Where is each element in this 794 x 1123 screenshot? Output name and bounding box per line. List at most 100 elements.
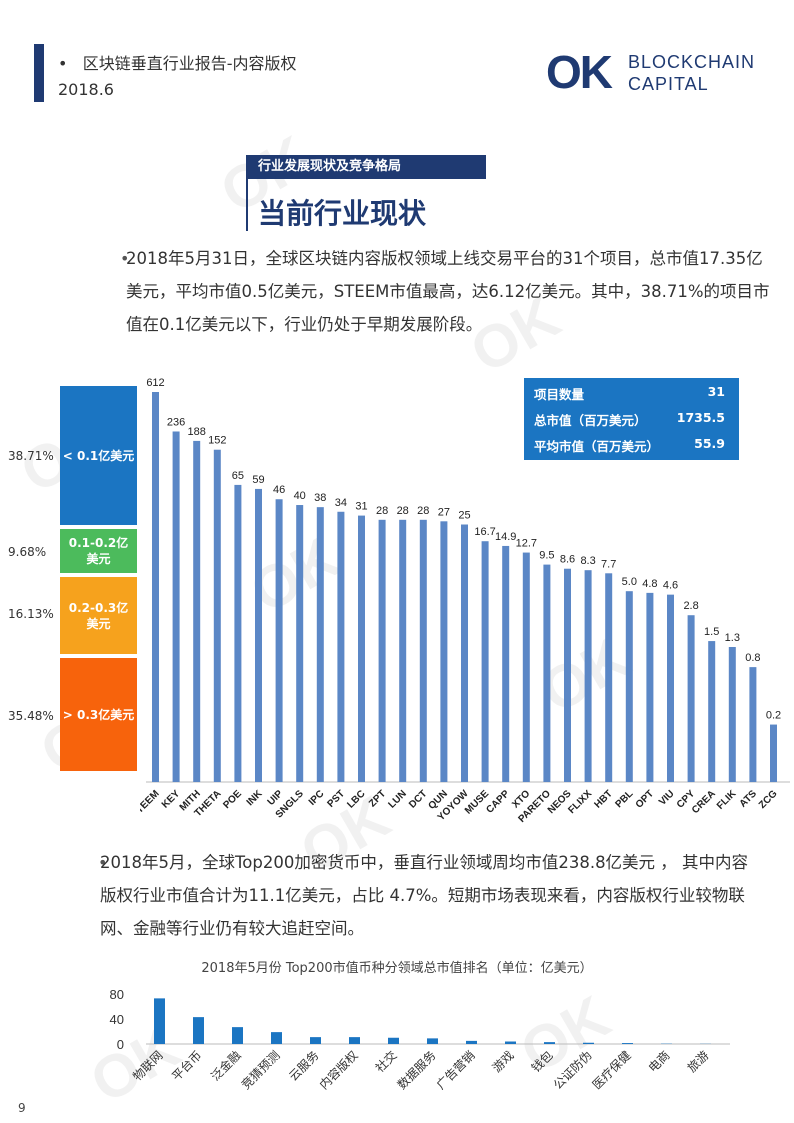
x-tick-label: PBL	[614, 788, 636, 810]
bar	[543, 564, 551, 782]
x-tick-label: MUSE	[463, 788, 491, 816]
y-tick-label: 40	[110, 1012, 124, 1027]
bar	[522, 552, 530, 782]
bar	[154, 998, 165, 1044]
bar	[172, 431, 180, 782]
x-tick-label: ZPT	[367, 788, 388, 809]
bar	[388, 1037, 399, 1044]
x-tick-label: HBT	[593, 788, 615, 810]
bar	[481, 541, 489, 782]
x-tick-label: LUN	[387, 788, 409, 810]
summary-row: 项目数量 31	[534, 384, 725, 403]
x-tick-label: 内容版权	[316, 1048, 361, 1093]
x-tick-label: CAPP	[484, 788, 512, 816]
bar-value-label: 0.2	[766, 710, 781, 722]
x-tick-label: 平台币	[169, 1048, 205, 1084]
bar	[770, 724, 777, 782]
report-title: • 区块链垂直行业报告-内容版权	[58, 50, 296, 74]
segment-0.1-0.2: 0.1-0.2亿美元	[60, 529, 137, 573]
bar	[193, 1017, 204, 1044]
bullet-dot: •	[120, 249, 130, 268]
bar-value-label: 7.7	[601, 558, 616, 570]
bar-value-label: 12.7	[516, 538, 537, 550]
bar	[687, 615, 695, 782]
bar	[728, 647, 736, 782]
bar	[667, 594, 674, 782]
bar	[583, 1042, 594, 1044]
summary-row: 总市值（百万美元） 1735.5	[534, 410, 725, 429]
bar	[349, 1037, 360, 1044]
bar	[564, 568, 571, 782]
segment-pct: 16.13%	[8, 607, 54, 621]
bar	[544, 1042, 555, 1044]
bar	[625, 591, 633, 782]
x-tick-label: DCT	[407, 788, 429, 810]
bar-value-label: 4.6	[663, 580, 678, 592]
bar	[584, 570, 592, 782]
x-tick-label: 公证防伪	[550, 1048, 595, 1093]
bar-value-label: 8.3	[580, 555, 595, 567]
x-tick-label: 旅游	[685, 1048, 712, 1075]
segment-label: < 0.1亿美元	[62, 448, 135, 463]
bar	[275, 499, 283, 782]
bar-value-label: 34	[335, 497, 347, 509]
section-divider	[246, 155, 248, 231]
bar	[337, 511, 345, 782]
x-tick-label: 社交	[372, 1048, 400, 1076]
bar-value-label: 38	[314, 492, 326, 504]
x-tick-label: POE	[221, 788, 244, 811]
x-tick-label: 钱包	[528, 1048, 556, 1076]
bar-value-label: 28	[397, 505, 409, 517]
bar	[296, 505, 304, 782]
report-title-text: 区块链垂直行业报告-内容版权	[82, 54, 297, 73]
bar-value-label: 4.8	[642, 578, 657, 590]
summary-value: 31	[707, 384, 725, 399]
bar	[234, 484, 242, 782]
report-date: 2018.6	[58, 80, 114, 99]
bar	[419, 519, 427, 782]
bar-value-label: 28	[376, 505, 388, 517]
segment-label: > 0.3亿美元	[62, 707, 135, 722]
x-tick-label: PST	[325, 788, 347, 810]
x-tick-label: INK	[245, 788, 266, 809]
x-tick-label: OPT	[634, 788, 656, 810]
summary-label: 项目数量	[534, 387, 585, 402]
section-label: 行业发展现状及竞争格局	[248, 155, 486, 179]
bar-value-label: 40	[294, 490, 306, 502]
x-tick-label: FLIXX	[566, 788, 594, 816]
bar-value-label: 14.9	[495, 531, 516, 543]
y-tick-label: 0	[117, 1037, 124, 1052]
x-tick-label: ATS	[738, 788, 760, 810]
bar	[378, 519, 386, 782]
bar-value-label: 65	[232, 470, 244, 482]
bar-value-label: 59	[252, 474, 264, 486]
bar-value-label: 5.0	[622, 576, 637, 588]
bar	[358, 515, 365, 782]
bar-value-label: 16.7	[474, 526, 495, 538]
x-tick-label: 云服务	[286, 1048, 322, 1084]
bar-value-label: 236	[167, 416, 185, 428]
bar	[502, 545, 510, 782]
bar	[152, 392, 159, 782]
bar	[440, 521, 448, 782]
bar-value-label: 46	[273, 484, 285, 496]
header-accent-bar	[34, 44, 44, 102]
summary-value: 1735.5	[676, 410, 725, 425]
bar	[213, 449, 221, 782]
x-tick-label: 物联网	[130, 1048, 165, 1083]
x-tick-label: 泛金融	[208, 1048, 244, 1084]
paragraph-1: 2018年5月31日，全球区块链内容版权领域上线交易平台的31个项目，总市值17…	[126, 249, 770, 334]
bar	[310, 1037, 321, 1044]
header-bullet: •	[58, 54, 68, 73]
page-number: 9	[18, 1101, 26, 1115]
y-tick-label: 80	[110, 987, 124, 1002]
x-tick-label: LBC	[345, 788, 367, 810]
bar	[749, 667, 757, 782]
x-tick-label: ZCG	[757, 788, 780, 811]
bar	[316, 507, 324, 782]
bar	[505, 1041, 516, 1044]
x-tick-label: 竞猜预测	[239, 1048, 283, 1092]
summary-box: 项目数量 31 总市值（百万美元） 1735.5 平均市值（百万美元） 55.9	[524, 378, 739, 460]
bar-value-label: 27	[438, 506, 450, 518]
x-tick-label: IPC	[307, 788, 327, 808]
